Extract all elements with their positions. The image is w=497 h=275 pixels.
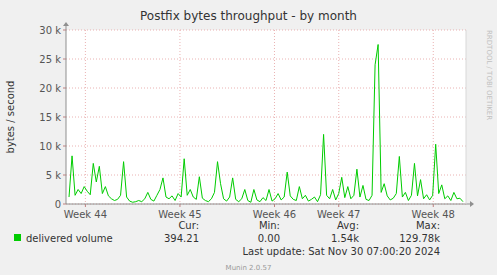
footer: Munin 2.0.57: [226, 264, 272, 272]
tick-label: Week 48: [412, 209, 455, 220]
stat-value: 394.21: [164, 233, 199, 244]
legend-swatch: [14, 234, 21, 241]
series-group: [69, 45, 463, 203]
chart: Postfix bytes throughput - by month bytes…: [0, 0, 497, 275]
grid-line: [66, 88, 466, 89]
tick-label: 0: [55, 199, 61, 210]
tick-label: 10 k: [39, 141, 61, 152]
tick-label: 20 k: [39, 83, 61, 94]
legend-label: delivered volume: [26, 233, 113, 244]
grid-line: [274, 30, 275, 204]
stat-label: Max:: [416, 220, 440, 231]
background: [0, 0, 497, 275]
plot-frame: [466, 30, 467, 204]
watermark: RRDTOOL / TOBI OETIKER: [485, 30, 493, 120]
y-axis: [66, 26, 67, 204]
x-axis-arrow: [470, 201, 474, 207]
grid-line: [66, 175, 466, 176]
grid-line: [66, 59, 466, 60]
y-axis-label: bytes / second: [5, 81, 16, 154]
tick-label: Week 47: [317, 209, 360, 220]
grid-line: [66, 146, 466, 147]
stat-label: Min:: [259, 220, 280, 231]
stat-value: 129.78k: [399, 233, 440, 244]
grid-line: [338, 30, 339, 204]
grid-line: [85, 30, 86, 204]
stat-label: Cur:: [178, 220, 199, 231]
title: Postfix bytes throughput - by month: [140, 9, 357, 23]
y-axis-arrow: [63, 22, 69, 26]
stat-value: 0.00: [258, 233, 280, 244]
tick-label: Week 44: [64, 209, 107, 220]
grid-line: [179, 30, 180, 204]
last-update: Last update: Sat Nov 30 07:00:20 2024: [242, 246, 440, 257]
tick-label: 30 k: [39, 25, 61, 36]
tick-label: 5 k: [46, 170, 62, 181]
stat-label: Avg:: [337, 220, 359, 231]
tick-label: 15 k: [39, 112, 61, 123]
stat-value: 1.54k: [331, 233, 359, 244]
plot-area: [66, 30, 466, 204]
tick-label: Week 45: [158, 209, 201, 220]
x-axis: [66, 204, 470, 205]
tick-label: 25 k: [39, 54, 61, 65]
data-line: [69, 45, 463, 203]
grid-line: [66, 30, 466, 31]
grid-line: [66, 117, 466, 118]
tick-label: Week 46: [253, 209, 296, 220]
